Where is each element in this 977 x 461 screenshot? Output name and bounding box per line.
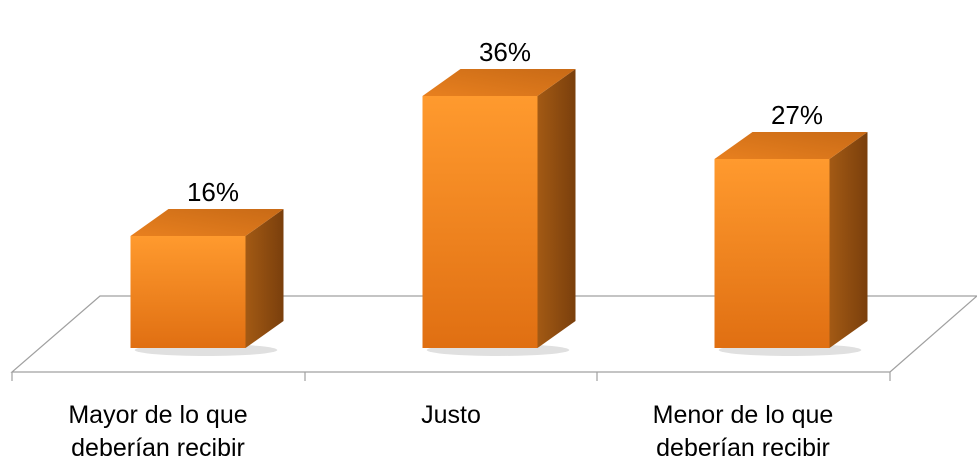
bar-top — [130, 209, 284, 236]
category-label: Menor de lo que deberían recibir — [653, 401, 834, 461]
bar-side — [537, 69, 576, 348]
bar-front — [714, 159, 830, 348]
bar-front — [422, 96, 538, 348]
data-label: 27% — [771, 100, 823, 130]
category-label-line: Justo — [421, 401, 481, 429]
bar-front — [130, 236, 246, 348]
data-label: 36% — [479, 37, 531, 67]
bar — [714, 132, 868, 356]
bar-side — [245, 209, 284, 348]
bar-side — [829, 132, 868, 348]
category-label: Justo — [421, 401, 481, 429]
category-label-line: deberían recibir — [71, 434, 245, 461]
data-labels-group: 16% 36% 27% — [187, 37, 823, 207]
bars-group — [130, 69, 868, 356]
category-label: Mayor de lo que deberían recibir — [68, 401, 247, 461]
bar — [422, 69, 576, 356]
data-label: 16% — [187, 177, 239, 207]
x-axis-ticks — [11, 372, 891, 381]
category-label-line: deberían recibir — [656, 434, 830, 461]
bar-top — [714, 132, 868, 159]
category-label-line: Mayor de lo que — [68, 401, 247, 429]
bar-top — [422, 69, 576, 96]
bar — [130, 209, 284, 356]
category-labels-group: Mayor de lo que deberían recibir Justo Meno… — [68, 401, 833, 461]
category-label-line: Menor de lo que — [653, 401, 834, 429]
